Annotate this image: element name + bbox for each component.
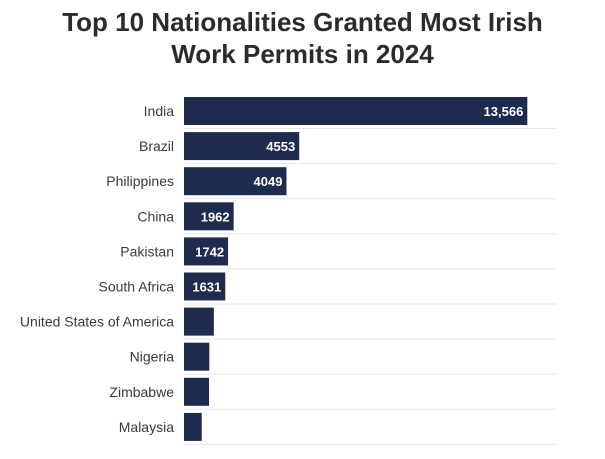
category-label-philippines: Philippines bbox=[106, 173, 174, 189]
category-label-united-states-of-america: United States of America bbox=[20, 314, 174, 330]
bar-china bbox=[184, 202, 234, 231]
value-label-india: 13,566 bbox=[484, 104, 524, 119]
category-label-nigeria: Nigeria bbox=[130, 349, 175, 365]
category-label-zimbabwe: Zimbabwe bbox=[109, 384, 174, 400]
value-label-philippines: 4049 bbox=[254, 174, 283, 189]
category-label-brazil: Brazil bbox=[139, 138, 174, 154]
chart-title: Top 10 Nationalities Granted Most Irish … bbox=[0, 6, 605, 70]
value-label-south-africa: 1631 bbox=[192, 280, 221, 295]
bar-pakistan bbox=[184, 237, 229, 266]
category-label-south-africa: South Africa bbox=[99, 279, 175, 295]
category-label-china: China bbox=[137, 208, 174, 224]
value-label-china: 1962 bbox=[201, 209, 230, 224]
bar-south-africa bbox=[184, 272, 226, 301]
category-label-india: India bbox=[144, 103, 175, 119]
category-label-malaysia: Malaysia bbox=[119, 419, 174, 435]
bar-philippines bbox=[184, 167, 287, 196]
category-label-pakistan: Pakistan bbox=[120, 243, 174, 259]
chart-title-line-1: Top 10 Nationalities Granted Most Irish bbox=[62, 7, 543, 37]
bar-brazil bbox=[184, 132, 300, 161]
bar-zimbabwe bbox=[184, 377, 210, 406]
bar-united-states-of-america bbox=[184, 307, 214, 336]
chart-title-line-2: Work Permits in 2024 bbox=[171, 39, 434, 69]
value-label-brazil: 4553 bbox=[266, 139, 295, 154]
bar-india bbox=[184, 97, 528, 125]
value-label-pakistan: 1742 bbox=[195, 244, 224, 259]
bar-nigeria bbox=[184, 342, 210, 371]
bar-malaysia bbox=[184, 412, 202, 441]
